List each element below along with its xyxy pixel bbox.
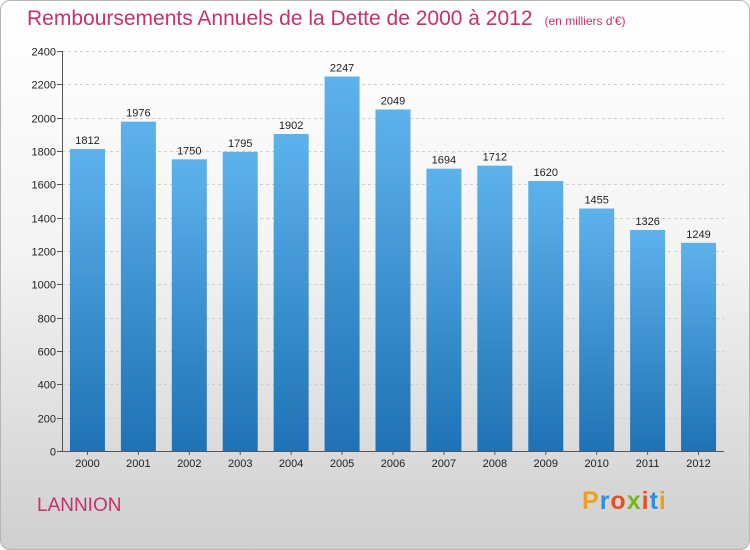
bar	[69, 149, 105, 451]
bar	[630, 230, 666, 451]
y-tick-label: 0	[50, 447, 56, 459]
bar-value-label: 2049	[381, 96, 405, 108]
bar-value-label: 1455	[584, 195, 608, 207]
bar	[426, 168, 462, 451]
bar	[375, 109, 411, 451]
y-tick-label: 200	[38, 414, 56, 426]
bar	[273, 134, 309, 451]
x-tick-label: 2007	[432, 458, 456, 470]
chart-unit: (en milliers d'€)	[544, 14, 626, 28]
chart-title-text: Remboursements Annuels de la Dette de 20…	[27, 7, 533, 30]
y-tick-label: 2000	[32, 114, 56, 126]
logo-letter: x	[626, 487, 642, 515]
bar	[222, 151, 258, 452]
bar	[171, 159, 207, 452]
place-name: LANNION	[37, 495, 122, 516]
x-tick-label: 2006	[381, 458, 405, 470]
y-tick-label: 1200	[32, 247, 56, 259]
x-tick-label: 2002	[177, 458, 201, 470]
logo-letter: r	[599, 487, 611, 515]
bar-value-label: 1712	[483, 152, 507, 164]
x-tick-label: 2000	[75, 458, 99, 470]
x-tick-label: 2003	[228, 458, 252, 470]
bar	[528, 181, 564, 451]
bars: 1812 1976 1750 1795 1902 2247 2049 1694 1712 1620…	[69, 63, 717, 452]
logo-letter: i	[658, 487, 667, 515]
x-tick-label: 2009	[534, 458, 558, 470]
x-tick-label: 2005	[330, 458, 354, 470]
bar-value-label: 1249	[686, 229, 710, 241]
y-tick-label: 400	[38, 380, 56, 392]
x-tick-label: 2010	[584, 458, 608, 470]
bar	[324, 76, 360, 451]
bar-value-label: 1902	[279, 120, 303, 132]
logo-letter: t	[649, 487, 659, 515]
y-tick-label: 2400	[32, 47, 56, 59]
bar	[681, 242, 717, 451]
bar-value-label: 1750	[177, 145, 201, 157]
y-tick-label: 800	[38, 314, 56, 326]
y-tick-label: 1400	[32, 214, 56, 226]
x-tick-label: 2001	[126, 458, 150, 470]
bar-value-label: 1694	[432, 155, 456, 167]
bar-value-label: 1795	[228, 138, 252, 150]
bar-value-label: 1620	[534, 167, 558, 179]
logo-letter: o	[610, 487, 627, 515]
x-tick-label: 2004	[279, 458, 303, 470]
bar	[579, 208, 615, 451]
y-tick-label: 1800	[32, 147, 56, 159]
x-tick-label: 2012	[686, 458, 710, 470]
y-tick-label: 600	[38, 347, 56, 359]
bar-value-label: 1976	[126, 108, 150, 120]
x-tick-label: 2011	[636, 458, 660, 470]
x-tick-label: 2008	[483, 458, 507, 470]
y-tick-label: 1000	[32, 280, 56, 292]
y-tick-label: 1600	[32, 180, 56, 192]
bar	[477, 165, 513, 451]
proxiti-logo: Proxiti	[582, 487, 667, 516]
logo-letter: P	[582, 487, 600, 515]
bar-value-label: 2247	[330, 63, 354, 75]
bar	[120, 121, 156, 452]
bar-value-label: 1326	[635, 216, 659, 228]
bar-value-label: 1812	[75, 135, 99, 147]
chart-title: Remboursements Annuels de la Dette de 20…	[27, 7, 626, 31]
logo-letter: i	[641, 487, 650, 515]
y-tick-label: 2200	[32, 80, 56, 92]
axes: 0 200 400 600 800 1000 1200 1400 1600 1800 2000 220…	[32, 47, 724, 470]
